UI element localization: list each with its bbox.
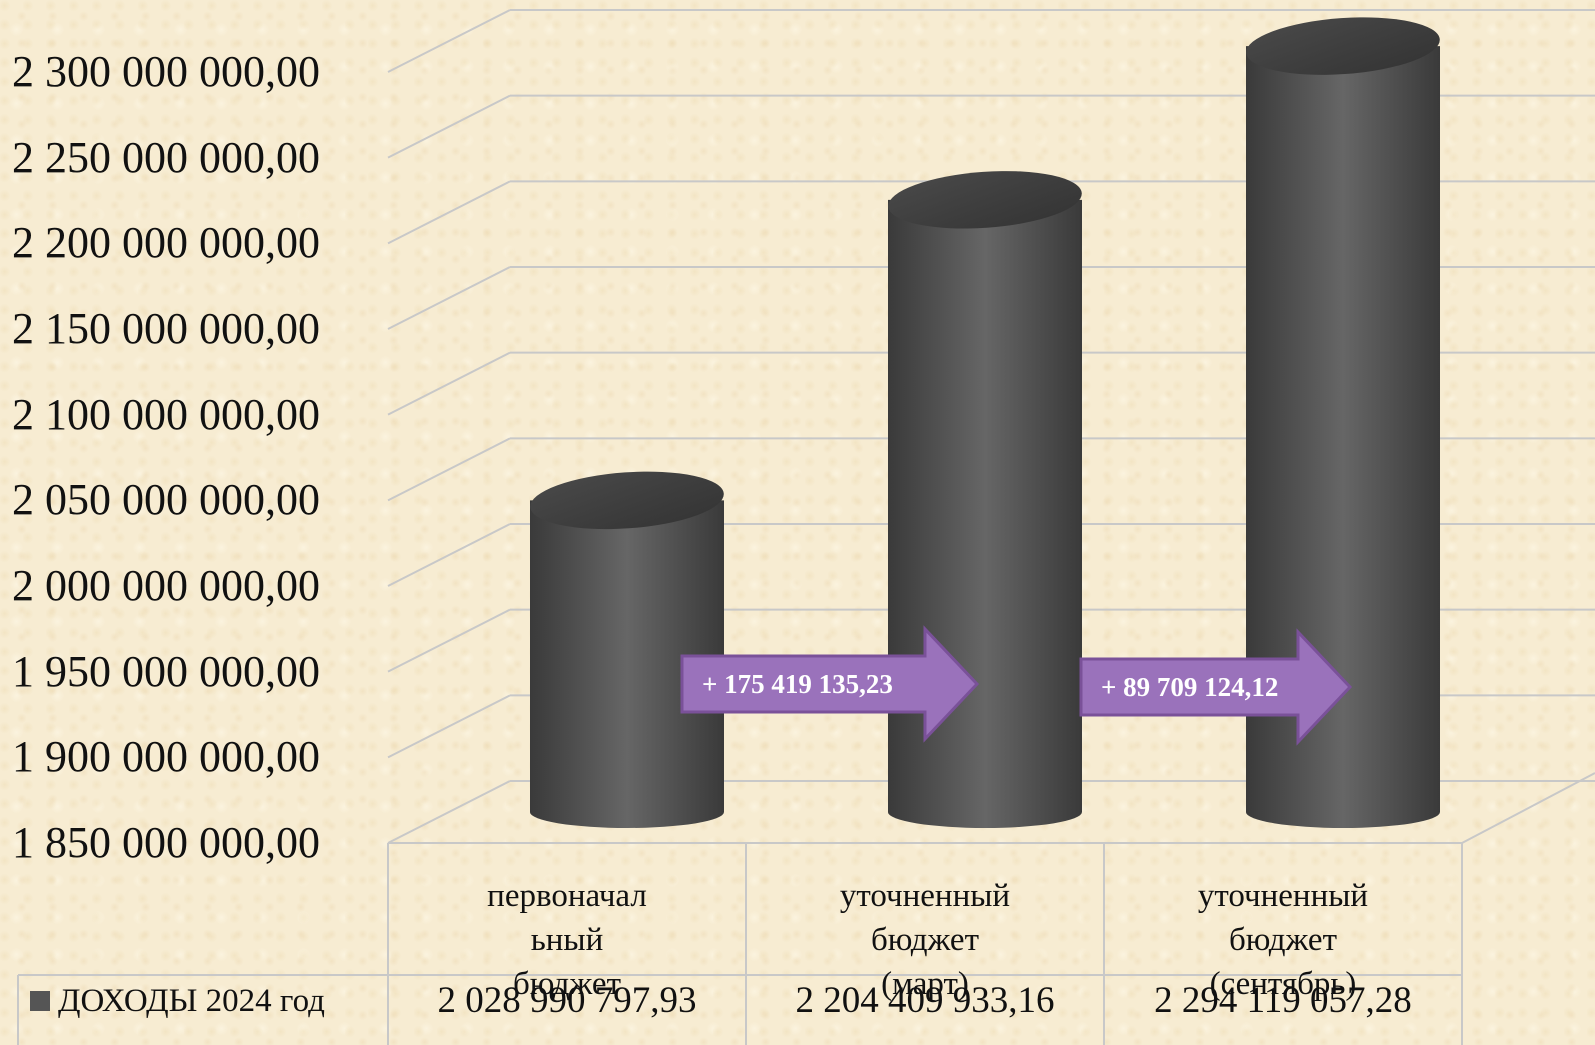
y-tick-label: 1 900 000 000,00 — [12, 732, 320, 782]
bar-body — [530, 500, 724, 828]
y-tick-label: 2 050 000 000,00 — [12, 475, 320, 525]
y-tick-label: 2 250 000 000,00 — [12, 132, 320, 182]
data-label: 2 028 990 797,93 — [437, 980, 697, 1021]
gridline-side — [387, 94, 511, 159]
gridline-side — [387, 694, 511, 759]
gridline-side — [387, 180, 511, 245]
legend-swatch — [30, 991, 50, 1011]
x-tick-label: уточненный бюджет (март) — [839, 878, 1011, 1002]
change-arrow-1: + 175 419 135,23 — [680, 625, 980, 743]
bar-1 — [530, 471, 724, 828]
floor-edge — [1461, 772, 1595, 844]
gridline-side — [387, 266, 511, 330]
arrow-shape — [1079, 628, 1353, 746]
legend: ДОХОДЫ 2024 год — [30, 979, 325, 1023]
x-tick-label: уточненный бюджет (сентябрь) — [1197, 878, 1369, 1002]
legend-label: ДОХОДЫ 2024 год — [58, 983, 325, 1019]
y-tick-label: 1 850 000 000,00 — [12, 818, 320, 867]
bar-3 — [1246, 17, 1440, 828]
annotations: + 175 419 135,23 + 89 709 124,12 — [680, 625, 1353, 746]
y-tick-label: 2 000 000 000,00 — [12, 561, 320, 610]
bar-body — [888, 199, 1082, 829]
bar-top — [530, 471, 724, 530]
change-arrow-2: + 89 709 124,12 — [1079, 628, 1353, 746]
arrow-label: + 175 419 135,23 — [702, 669, 893, 699]
gridline-side — [387, 780, 511, 844]
y-tick-label: 1 950 000 000,00 — [12, 646, 320, 696]
x-tick-label: первоначал ьный бюджет — [487, 878, 647, 1002]
data-label: 2 204 409 933,16 — [795, 980, 1055, 1021]
gridline-side — [387, 9, 511, 73]
arrow-shape — [680, 625, 980, 743]
bar-body — [1246, 46, 1440, 828]
bar-top — [1246, 17, 1440, 75]
y-tick-label: 2 300 000 000,00 — [12, 47, 320, 96]
bar-top — [888, 171, 1082, 229]
data-label: 2 294 119 057,28 — [1154, 980, 1412, 1021]
gridline-side — [387, 351, 511, 416]
y-tick-label: 2 100 000 000,00 — [12, 389, 320, 439]
y-tick-label: 2 150 000 000,00 — [12, 304, 320, 353]
gridline-side — [387, 608, 511, 673]
bar-2 — [888, 171, 1082, 829]
y-tick-label: 2 200 000 000,00 — [12, 218, 320, 268]
arrow-label: + 89 709 124,12 — [1101, 672, 1278, 702]
gridline-side — [387, 523, 511, 587]
gridline-side — [387, 437, 511, 502]
